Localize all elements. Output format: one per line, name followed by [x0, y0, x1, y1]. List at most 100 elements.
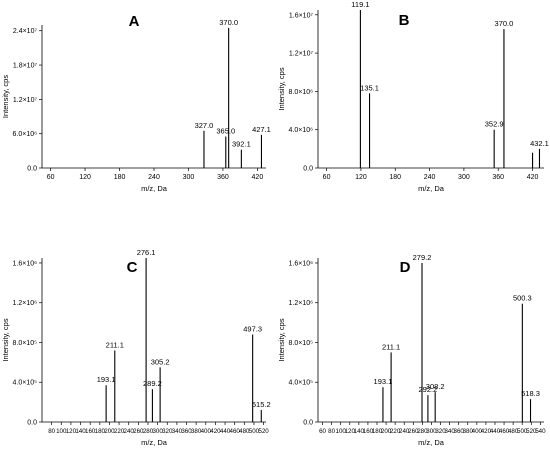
x-tick-label: 100	[56, 428, 67, 435]
x-tick-label: 360	[454, 428, 465, 435]
peak-label: 518.3	[521, 389, 540, 398]
y-axis-label: Intensity, cps	[277, 67, 286, 110]
x-tick-label: 120	[345, 428, 356, 435]
peak-label: 352.9	[485, 120, 504, 129]
peak-label: 279.2	[413, 253, 432, 262]
x-tick-label: 260	[408, 428, 419, 435]
x-tick-label: 460	[230, 428, 241, 435]
x-axis-label: m/z, Da	[418, 438, 445, 447]
x-tick-label: 180	[389, 174, 401, 181]
x-tick-label: 200	[104, 428, 115, 435]
y-tick-label: 4.0×10⁵	[288, 380, 313, 387]
peak-label: 432.1	[530, 139, 549, 148]
x-tick-label: 100	[336, 428, 347, 435]
panel-letter: B	[399, 12, 410, 29]
y-tick-label: 4.0×10⁵	[12, 380, 37, 387]
x-tick-label: 240	[399, 428, 410, 435]
x-tick-label: 500	[517, 428, 528, 435]
spectrum-panel-c: 80 100 120 140 160 180 200 220 240 260 280 300 320 34…	[1, 248, 271, 447]
y-tick-label: 8.0×10⁵	[12, 340, 37, 347]
peak-label: 308.2	[426, 382, 445, 391]
peak-label: 365.0	[216, 127, 235, 136]
y-tick-label: 1.2×10⁷	[13, 97, 38, 104]
x-tick-label: 380	[463, 428, 474, 435]
x-tick-label: 260	[133, 428, 144, 435]
x-tick-label: 60	[323, 174, 331, 181]
y-tick-label: 1.8×10⁷	[13, 63, 38, 70]
x-tick-label: 300	[183, 174, 195, 181]
peak-label: 427.1	[252, 125, 271, 134]
y-tick-label: 1.2×10⁷	[289, 51, 314, 58]
x-tick-label: 300	[152, 428, 163, 435]
x-tick-label: 80	[328, 428, 335, 435]
x-tick-label: 160	[363, 428, 374, 435]
x-tick-label: 240	[148, 174, 160, 181]
peak-label: 515.2	[252, 400, 271, 409]
x-tick-label: 400	[201, 428, 212, 435]
y-tick-label: 4.0×10⁶	[289, 127, 314, 134]
spectrum-panel-b: 60 120 180 240 300 360 420 0.0 4.0×10⁶ 8.0×10⁶ 1.2…	[277, 0, 549, 193]
peak-label: 135.1	[360, 83, 379, 92]
x-tick-label: 360	[217, 174, 229, 181]
panel-letter: C	[127, 259, 138, 276]
y-tick-label: 6.0×10⁶	[13, 131, 38, 138]
y-tick-label: 0.0	[303, 166, 313, 173]
peak-label: 193.1	[374, 377, 393, 386]
x-tick-label: 60	[47, 174, 55, 181]
x-tick-label: 320	[162, 428, 173, 435]
y-axis-label: Intensity, cps	[1, 75, 10, 118]
x-tick-label: 420	[210, 428, 221, 435]
peak-label: 500.3	[513, 294, 532, 303]
peak-label: 211.1	[382, 342, 400, 351]
x-tick-label: 300	[426, 428, 437, 435]
peak-label: 370.0	[495, 19, 514, 28]
x-tick-label: 180	[114, 174, 126, 181]
peak-label: 370.0	[219, 18, 238, 27]
y-tick-label: 8.0×10⁶	[289, 89, 314, 96]
y-axis-label: Intensity, cps	[277, 318, 286, 361]
x-tick-label: 520	[258, 428, 269, 435]
peak-label: 193.1	[97, 375, 116, 384]
y-tick-label: 1.6×10⁶	[13, 260, 38, 267]
x-tick-label: 120	[66, 428, 77, 435]
x-tick-label: 360	[492, 174, 504, 181]
x-tick-label: 340	[172, 428, 183, 435]
panel-letter: A	[129, 13, 140, 30]
y-tick-label: 0.0	[27, 166, 37, 173]
x-tick-label: 280	[143, 428, 154, 435]
peak-label: 292.2	[419, 385, 438, 394]
peak-label: 392.1	[232, 140, 251, 149]
x-axis-label: m/z, Da	[141, 184, 168, 193]
x-tick-label: 120	[355, 174, 367, 181]
y-tick-label: 1.6×10⁷	[289, 12, 314, 19]
x-tick-label: 200	[381, 428, 392, 435]
peak-label: 327.0	[195, 121, 214, 130]
x-tick-label: 220	[390, 428, 401, 435]
y-tick-label: 1.2×10⁶	[289, 300, 314, 307]
x-tick-label: 300	[458, 174, 470, 181]
x-tick-label: 420	[252, 174, 264, 181]
x-tick-label: 140	[354, 428, 365, 435]
x-tick-label: 420	[481, 428, 492, 435]
x-tick-label: 240	[124, 428, 135, 435]
x-tick-label: 180	[95, 428, 106, 435]
y-tick-label: 0.0	[303, 420, 313, 427]
x-tick-label: 140	[75, 428, 86, 435]
y-tick-label: 8.0×10⁵	[288, 340, 313, 347]
peak-label: 276.1	[137, 248, 156, 257]
x-tick-label: 220	[114, 428, 125, 435]
y-axis-label: Intensity, cps	[1, 318, 10, 361]
x-axis-label: m/z, Da	[141, 438, 168, 447]
spectrum-panel-d: 60 80 100120140160180200220240260280300320…	[277, 253, 546, 447]
x-tick-label: 320	[435, 428, 446, 435]
x-tick-label: 80	[48, 428, 55, 435]
x-tick-label: 360	[181, 428, 192, 435]
x-tick-label: 120	[79, 174, 91, 181]
x-tick-label: 480	[239, 428, 250, 435]
x-tick-label: 420	[527, 174, 539, 181]
peak-label: 305.2	[151, 357, 170, 366]
x-tick-label: 500	[249, 428, 260, 435]
y-tick-label: 2.4×10⁷	[13, 28, 38, 35]
x-tick-label: 240	[424, 174, 436, 181]
